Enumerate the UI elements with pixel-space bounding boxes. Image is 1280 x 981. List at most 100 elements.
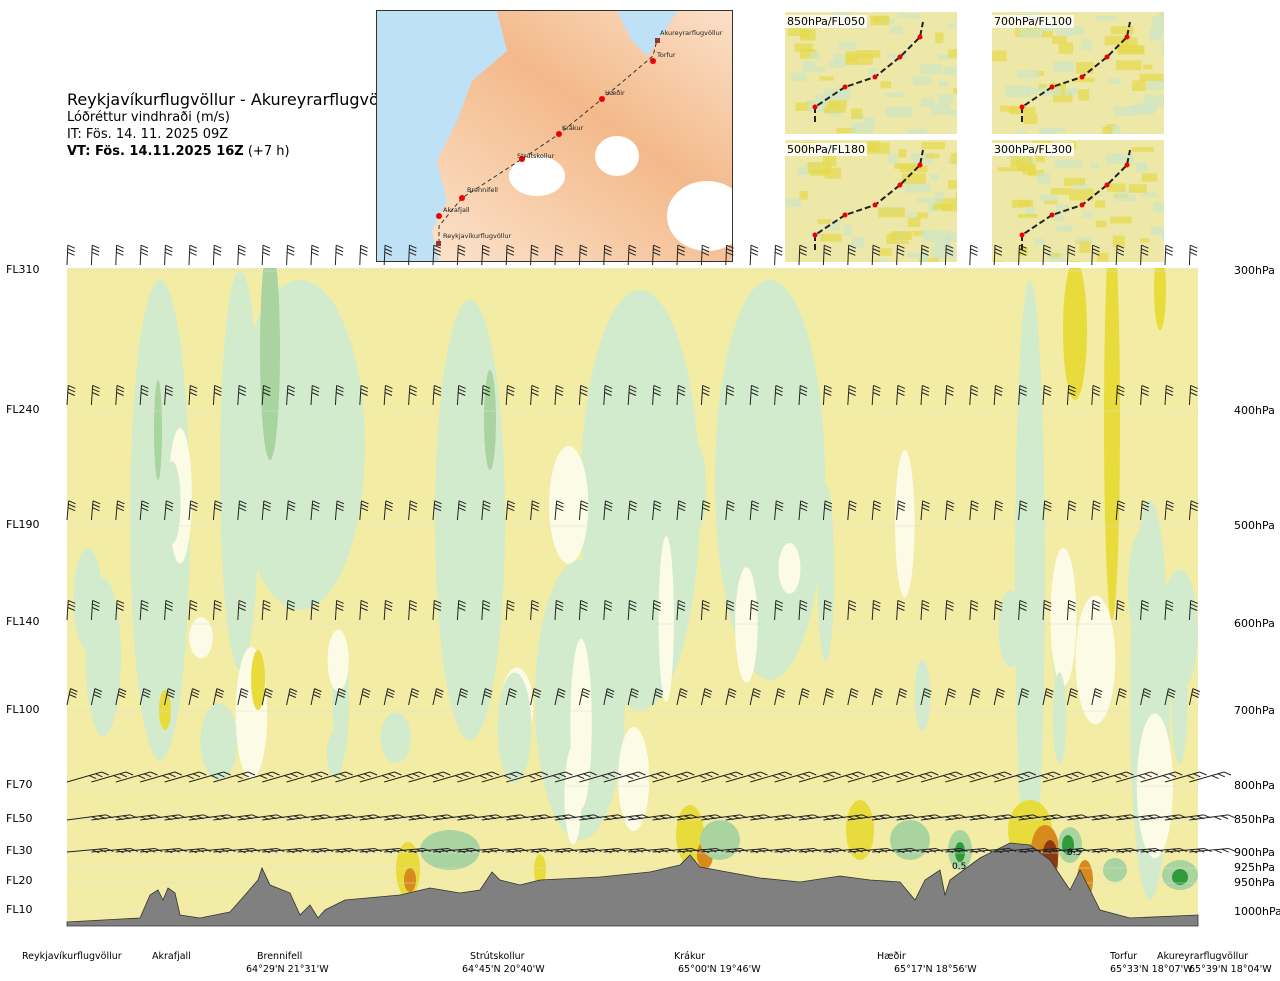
wind-barb [1115, 500, 1126, 521]
wind-barb [554, 688, 566, 706]
wind-barb [115, 384, 125, 406]
wind-barb [530, 384, 540, 406]
wind-barb [90, 244, 100, 266]
wind-barb [1188, 244, 1198, 266]
wind-barb [530, 500, 540, 521]
wind-barb [432, 688, 444, 706]
panel-field [802, 67, 826, 72]
panel-field [1127, 132, 1138, 134]
panel-field [899, 165, 928, 173]
panel-field [868, 67, 877, 77]
wind-barb [725, 599, 735, 621]
panel-field [1112, 235, 1125, 248]
wind-barb [554, 771, 597, 783]
wind-barb [383, 384, 393, 406]
wind-barb [164, 244, 173, 266]
wind-barb [432, 500, 442, 521]
wind-barb [725, 688, 737, 706]
panel-field [1139, 238, 1150, 243]
panel-850: 850hPa/FL050 [785, 12, 957, 134]
wind-barb [505, 599, 515, 621]
wind-barb [310, 599, 320, 621]
panel-label: 500hPa/FL180 [785, 143, 868, 156]
panel-field [1041, 87, 1061, 96]
wind-barb [603, 688, 615, 706]
panel-field [1081, 39, 1092, 51]
panel-field [948, 180, 957, 189]
wind-barb [1018, 771, 1061, 783]
wind-barb [66, 771, 109, 783]
wind-barb [920, 599, 930, 621]
wind-barb [822, 500, 833, 521]
panel-field [1028, 170, 1045, 177]
wind-barb [164, 500, 174, 521]
panel-field [931, 248, 956, 259]
panel-field [1052, 35, 1067, 45]
panel-field [938, 93, 954, 104]
wind-barb [652, 599, 662, 621]
wind-barb [1091, 500, 1101, 521]
vertical-motion-cell [658, 536, 674, 703]
panel-field [1049, 253, 1065, 262]
wind-barb [725, 244, 734, 266]
pressure-tick-label: 950hPa [1234, 876, 1275, 889]
valid-time: VT: Fös. 14.11.2025 16Z (+7 h) [67, 143, 404, 160]
wind-barb [237, 688, 249, 706]
wind-barb [969, 500, 979, 521]
wind-barb [847, 244, 856, 266]
location-name: Brennifell [257, 951, 303, 962]
panel-field [1107, 183, 1126, 192]
panel-field [800, 49, 817, 59]
wind-barb [920, 771, 963, 783]
panel-field [906, 129, 928, 134]
wind-barb [530, 688, 542, 706]
wind-barb [1189, 848, 1236, 854]
pressure-tick-label: 1000hPa [1234, 905, 1280, 918]
glacier [509, 156, 565, 196]
panel-field [794, 43, 813, 52]
wind-barb [1018, 688, 1030, 706]
fl-tick-label: FL20 [6, 874, 33, 887]
vertical-motion-cell [618, 727, 650, 832]
panel-field [787, 27, 803, 36]
panel-field [948, 49, 957, 59]
wind-barb [847, 384, 857, 406]
panel-field [907, 216, 921, 227]
fl-tick-label: FL30 [6, 844, 33, 857]
wind-barb [700, 384, 710, 406]
wind-barb [896, 771, 939, 783]
wind-barb [456, 688, 469, 706]
panel-field [1161, 231, 1164, 241]
panel-field [898, 149, 907, 158]
wind-barb [530, 599, 540, 621]
pressure-tick-label: 925hPa [1234, 861, 1275, 874]
panel-field [1051, 253, 1061, 258]
wind-barb [1091, 384, 1101, 406]
panel-field [1064, 87, 1078, 96]
wind-barb [554, 244, 564, 266]
vertical-motion-cell [1050, 547, 1077, 687]
wind-barb [310, 688, 322, 706]
panel-field [1043, 199, 1058, 205]
panel-field [1018, 213, 1038, 219]
panel-field [1056, 224, 1073, 232]
panel-field [1042, 31, 1054, 38]
wind-barb [993, 688, 1005, 706]
panel-field [850, 236, 865, 249]
panel-field [916, 197, 935, 203]
vertical-motion-cell [778, 543, 801, 594]
wind-barb [1067, 771, 1110, 783]
panel-field [907, 252, 925, 258]
panel-field [906, 211, 917, 219]
wind-barb [603, 599, 613, 621]
wind-barb [652, 688, 664, 706]
wind-barb [212, 384, 222, 406]
wind-barb [212, 688, 225, 706]
wind-barb [676, 771, 719, 783]
pressure-tick-label: 850hPa [1234, 813, 1275, 826]
downdraft-area [220, 270, 260, 670]
vertical-motion-cell [380, 712, 411, 764]
wind-barb [1115, 688, 1127, 706]
panel-field [1129, 105, 1154, 115]
panel-field [864, 117, 875, 126]
